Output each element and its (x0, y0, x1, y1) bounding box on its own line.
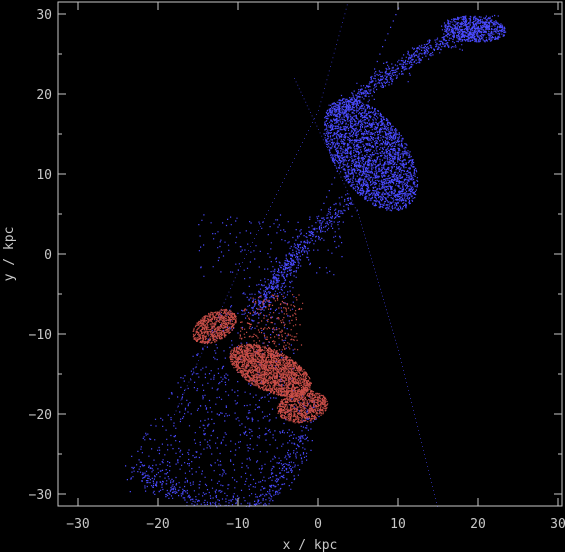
x-tick-label: 30 (550, 517, 565, 532)
x-tick-label: 0 (314, 517, 322, 532)
axis-ticks (58, 2, 562, 506)
x-tick-label: 10 (390, 517, 406, 532)
x-tick-label: −10 (226, 517, 249, 532)
tick-labels: −30 −20 −10 0 10 20 30 −30 −20 −10 0 10 20 30 (29, 8, 565, 532)
x-tick-label: −30 (66, 517, 89, 532)
red-galaxy-particles (192, 294, 329, 424)
blue-galaxy-particles (125, 7, 507, 508)
x-axis-label: x / kpc (283, 538, 338, 552)
y-tick-label: 20 (36, 88, 52, 103)
x-tick-label: −20 (146, 517, 169, 532)
y-axis-label: y / kpc (2, 227, 17, 282)
y-tick-label: −30 (29, 488, 52, 503)
y-tick-label: 30 (36, 8, 52, 23)
y-tick-label: 10 (36, 168, 52, 183)
y-tick-label: 0 (44, 248, 52, 263)
x-tick-label: 20 (470, 517, 486, 532)
particle-points (125, 4, 507, 508)
y-tick-label: −10 (29, 328, 52, 343)
y-tick-label: −20 (29, 408, 52, 423)
